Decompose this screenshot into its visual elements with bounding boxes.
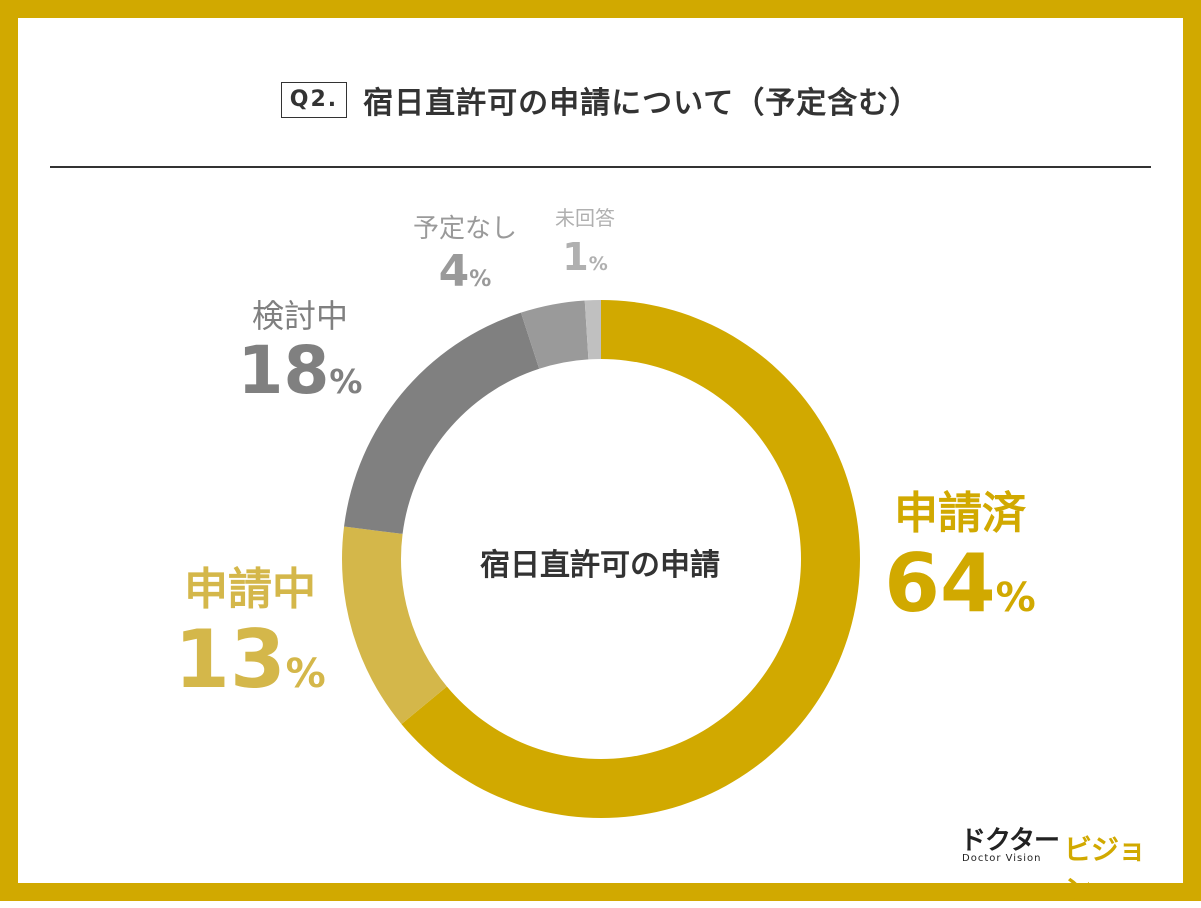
label-applied-unit: %: [995, 575, 1036, 621]
center-label: 宿日直許可の申請: [480, 548, 720, 583]
label-applied-name: 申請済: [894, 488, 1026, 539]
label-no-plan-name: 予定なし: [412, 214, 517, 244]
label-applying-unit: %: [285, 651, 326, 697]
label-applied: 申請済 64%: [860, 492, 1060, 624]
donut-slice-1: [342, 526, 447, 725]
label-considering-value: 18%: [210, 338, 390, 404]
label-no-plan-value: 4%: [400, 250, 530, 294]
logo-text-en: Doctor Vision: [962, 853, 1042, 864]
label-considering-name: 検討中: [251, 297, 348, 335]
label-applying: 申請中 13%: [150, 568, 350, 700]
donut-slice-0: [401, 300, 860, 818]
donut-slice-2: [344, 312, 540, 534]
label-no-answer-name: 未回答: [555, 206, 615, 230]
logo-text-vision: ビジョン: [1064, 833, 1146, 906]
label-no-answer: 未回答 1%: [535, 208, 635, 276]
label-considering-unit: %: [329, 362, 363, 401]
doctor-vision-logo: ドクター ビジョン Doctor Vision: [960, 820, 1170, 906]
label-applying-number: 13: [174, 613, 286, 706]
page-title: 宿日直許可の申請について（予定含む）: [363, 86, 921, 121]
header: Q2. 宿日直許可の申請について（予定含む）: [0, 78, 1201, 122]
question-tag: Q2.: [280, 82, 348, 118]
donut-slice-4: [584, 300, 601, 360]
label-no-plan-unit: %: [469, 267, 492, 292]
label-applying-name: 申請中: [184, 564, 316, 615]
label-applied-number: 64: [884, 537, 996, 630]
donut-slice-3: [520, 300, 589, 369]
title-divider: [50, 166, 1151, 168]
label-applied-value: 64%: [860, 544, 1060, 624]
label-no-plan: 予定なし 4%: [400, 216, 530, 294]
logo-text-doctor: ドクター: [960, 826, 1060, 856]
label-no-answer-value: 1%: [535, 238, 635, 276]
label-no-answer-unit: %: [588, 253, 608, 275]
label-no-plan-number: 4: [438, 246, 470, 297]
label-applying-value: 13%: [150, 620, 350, 700]
label-considering: 検討中 18%: [210, 300, 390, 404]
label-no-answer-number: 1: [562, 235, 589, 279]
label-considering-number: 18: [237, 332, 330, 409]
